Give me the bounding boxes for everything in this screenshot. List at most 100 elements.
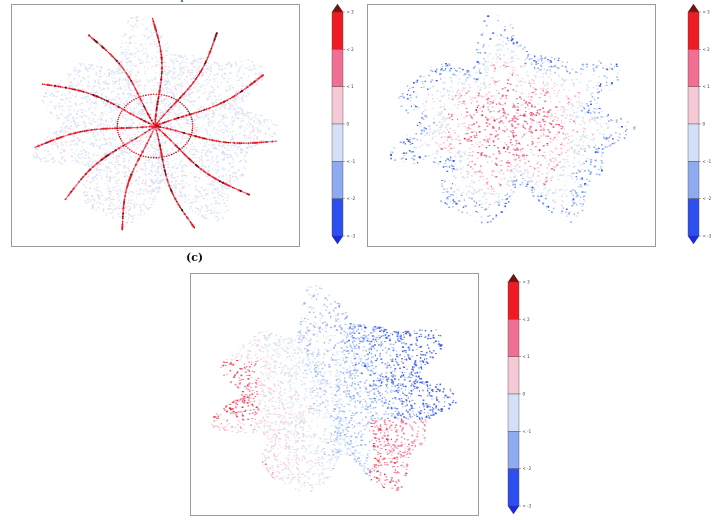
map-segment [127, 22, 129, 25]
map-segment [144, 182, 147, 185]
map-segment [240, 77, 243, 79]
map-segment [207, 96, 210, 98]
map-segment [221, 115, 223, 117]
map-segment [80, 102, 83, 105]
map-segment [154, 104, 156, 107]
map-segment [125, 172, 127, 174]
map-segment [112, 84, 115, 86]
map-segment [168, 83, 171, 85]
map-segment [63, 132, 65, 134]
map-segment [74, 96, 77, 98]
map-segment [113, 106, 115, 107]
map-segment [106, 198, 108, 200]
map-segment [145, 102, 147, 104]
map-segment [225, 116, 228, 119]
map-segment [110, 194, 112, 197]
map-segment [88, 164, 91, 167]
map-segment [185, 83, 187, 85]
corridor-point [124, 194, 127, 198]
ring-point [119, 138, 122, 140]
map-segment [68, 109, 71, 111]
map-segment [115, 89, 118, 91]
map-segment [164, 73, 167, 75]
map-segment [193, 60, 195, 62]
corridor-point [160, 53, 163, 56]
map-segment [105, 95, 108, 98]
map-segment [95, 189, 97, 192]
map-segment [194, 179, 196, 182]
map-segment [94, 107, 97, 109]
map-segment [172, 177, 175, 179]
map-segment [128, 50, 130, 52]
corridor-point [155, 124, 158, 127]
map-segment [155, 56, 157, 58]
corridor-point [157, 98, 159, 101]
map-segment [118, 80, 120, 83]
map-segment [186, 143, 188, 146]
map-segment [86, 198, 89, 200]
map-segment [209, 90, 212, 92]
map-segment [250, 118, 252, 121]
map-segment [181, 180, 183, 182]
corridor-point [193, 227, 196, 229]
map-segment [252, 137, 255, 139]
corridor-point [134, 88, 137, 91]
map-segment [164, 137, 167, 138]
corridor-point [116, 148, 119, 151]
map-segment [122, 132, 125, 135]
map-segment [198, 161, 201, 163]
corridor-point [160, 76, 163, 80]
corridor-point [217, 179, 220, 182]
corridor-point [141, 126, 144, 129]
corridor-point [69, 191, 72, 194]
corridor-point [221, 101, 224, 104]
map-segment [128, 72, 131, 74]
map-segment [202, 74, 204, 76]
map-segment [144, 184, 147, 186]
map-segment [65, 130, 67, 133]
map-segment [84, 115, 87, 117]
map-segment [82, 133, 84, 136]
corridor-point [190, 84, 192, 87]
map-segment [179, 55, 182, 57]
corridor-point [155, 112, 157, 115]
map-segment [136, 106, 138, 108]
map-segment [154, 152, 156, 155]
corridor-point [121, 215, 124, 218]
map-segment [239, 61, 241, 62]
map-segment [72, 130, 75, 132]
map-segment [178, 84, 181, 86]
corridor-point [151, 17, 154, 20]
corridor-point [138, 95, 140, 98]
map-segment [248, 120, 250, 123]
corridor-point [152, 129, 154, 132]
map-segment [179, 142, 182, 144]
ring-point [187, 140, 190, 142]
map-segment [121, 58, 124, 60]
corridor-point [126, 73, 128, 75]
corridor-point [162, 126, 165, 129]
map-segment [151, 146, 154, 148]
ring-point [118, 133, 120, 136]
map-segment [197, 189, 199, 192]
map-segment [200, 215, 203, 217]
map-segment [135, 95, 137, 97]
map-segment [91, 87, 94, 89]
map-segment [173, 73, 175, 76]
corridor-point [124, 190, 128, 193]
map-segment [241, 64, 243, 66]
map-segment [73, 69, 75, 72]
map-segment [90, 199, 93, 201]
map-segment [129, 208, 132, 210]
map-segment [160, 133, 162, 136]
map-segment [119, 62, 122, 65]
corridor-point [137, 116, 139, 119]
map-segment [131, 52, 134, 54]
map-segment [242, 114, 244, 116]
map-segment [215, 188, 218, 191]
ring-point [191, 131, 193, 134]
map-segment [158, 186, 161, 188]
map-segment [227, 194, 229, 197]
map-segment [153, 90, 156, 92]
map-segment [80, 98, 83, 100]
